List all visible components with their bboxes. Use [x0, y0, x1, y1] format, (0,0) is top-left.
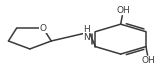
Text: OH: OH — [116, 6, 130, 15]
Text: OH: OH — [141, 56, 155, 65]
Text: H
N: H N — [83, 25, 90, 42]
Text: O: O — [40, 24, 47, 33]
